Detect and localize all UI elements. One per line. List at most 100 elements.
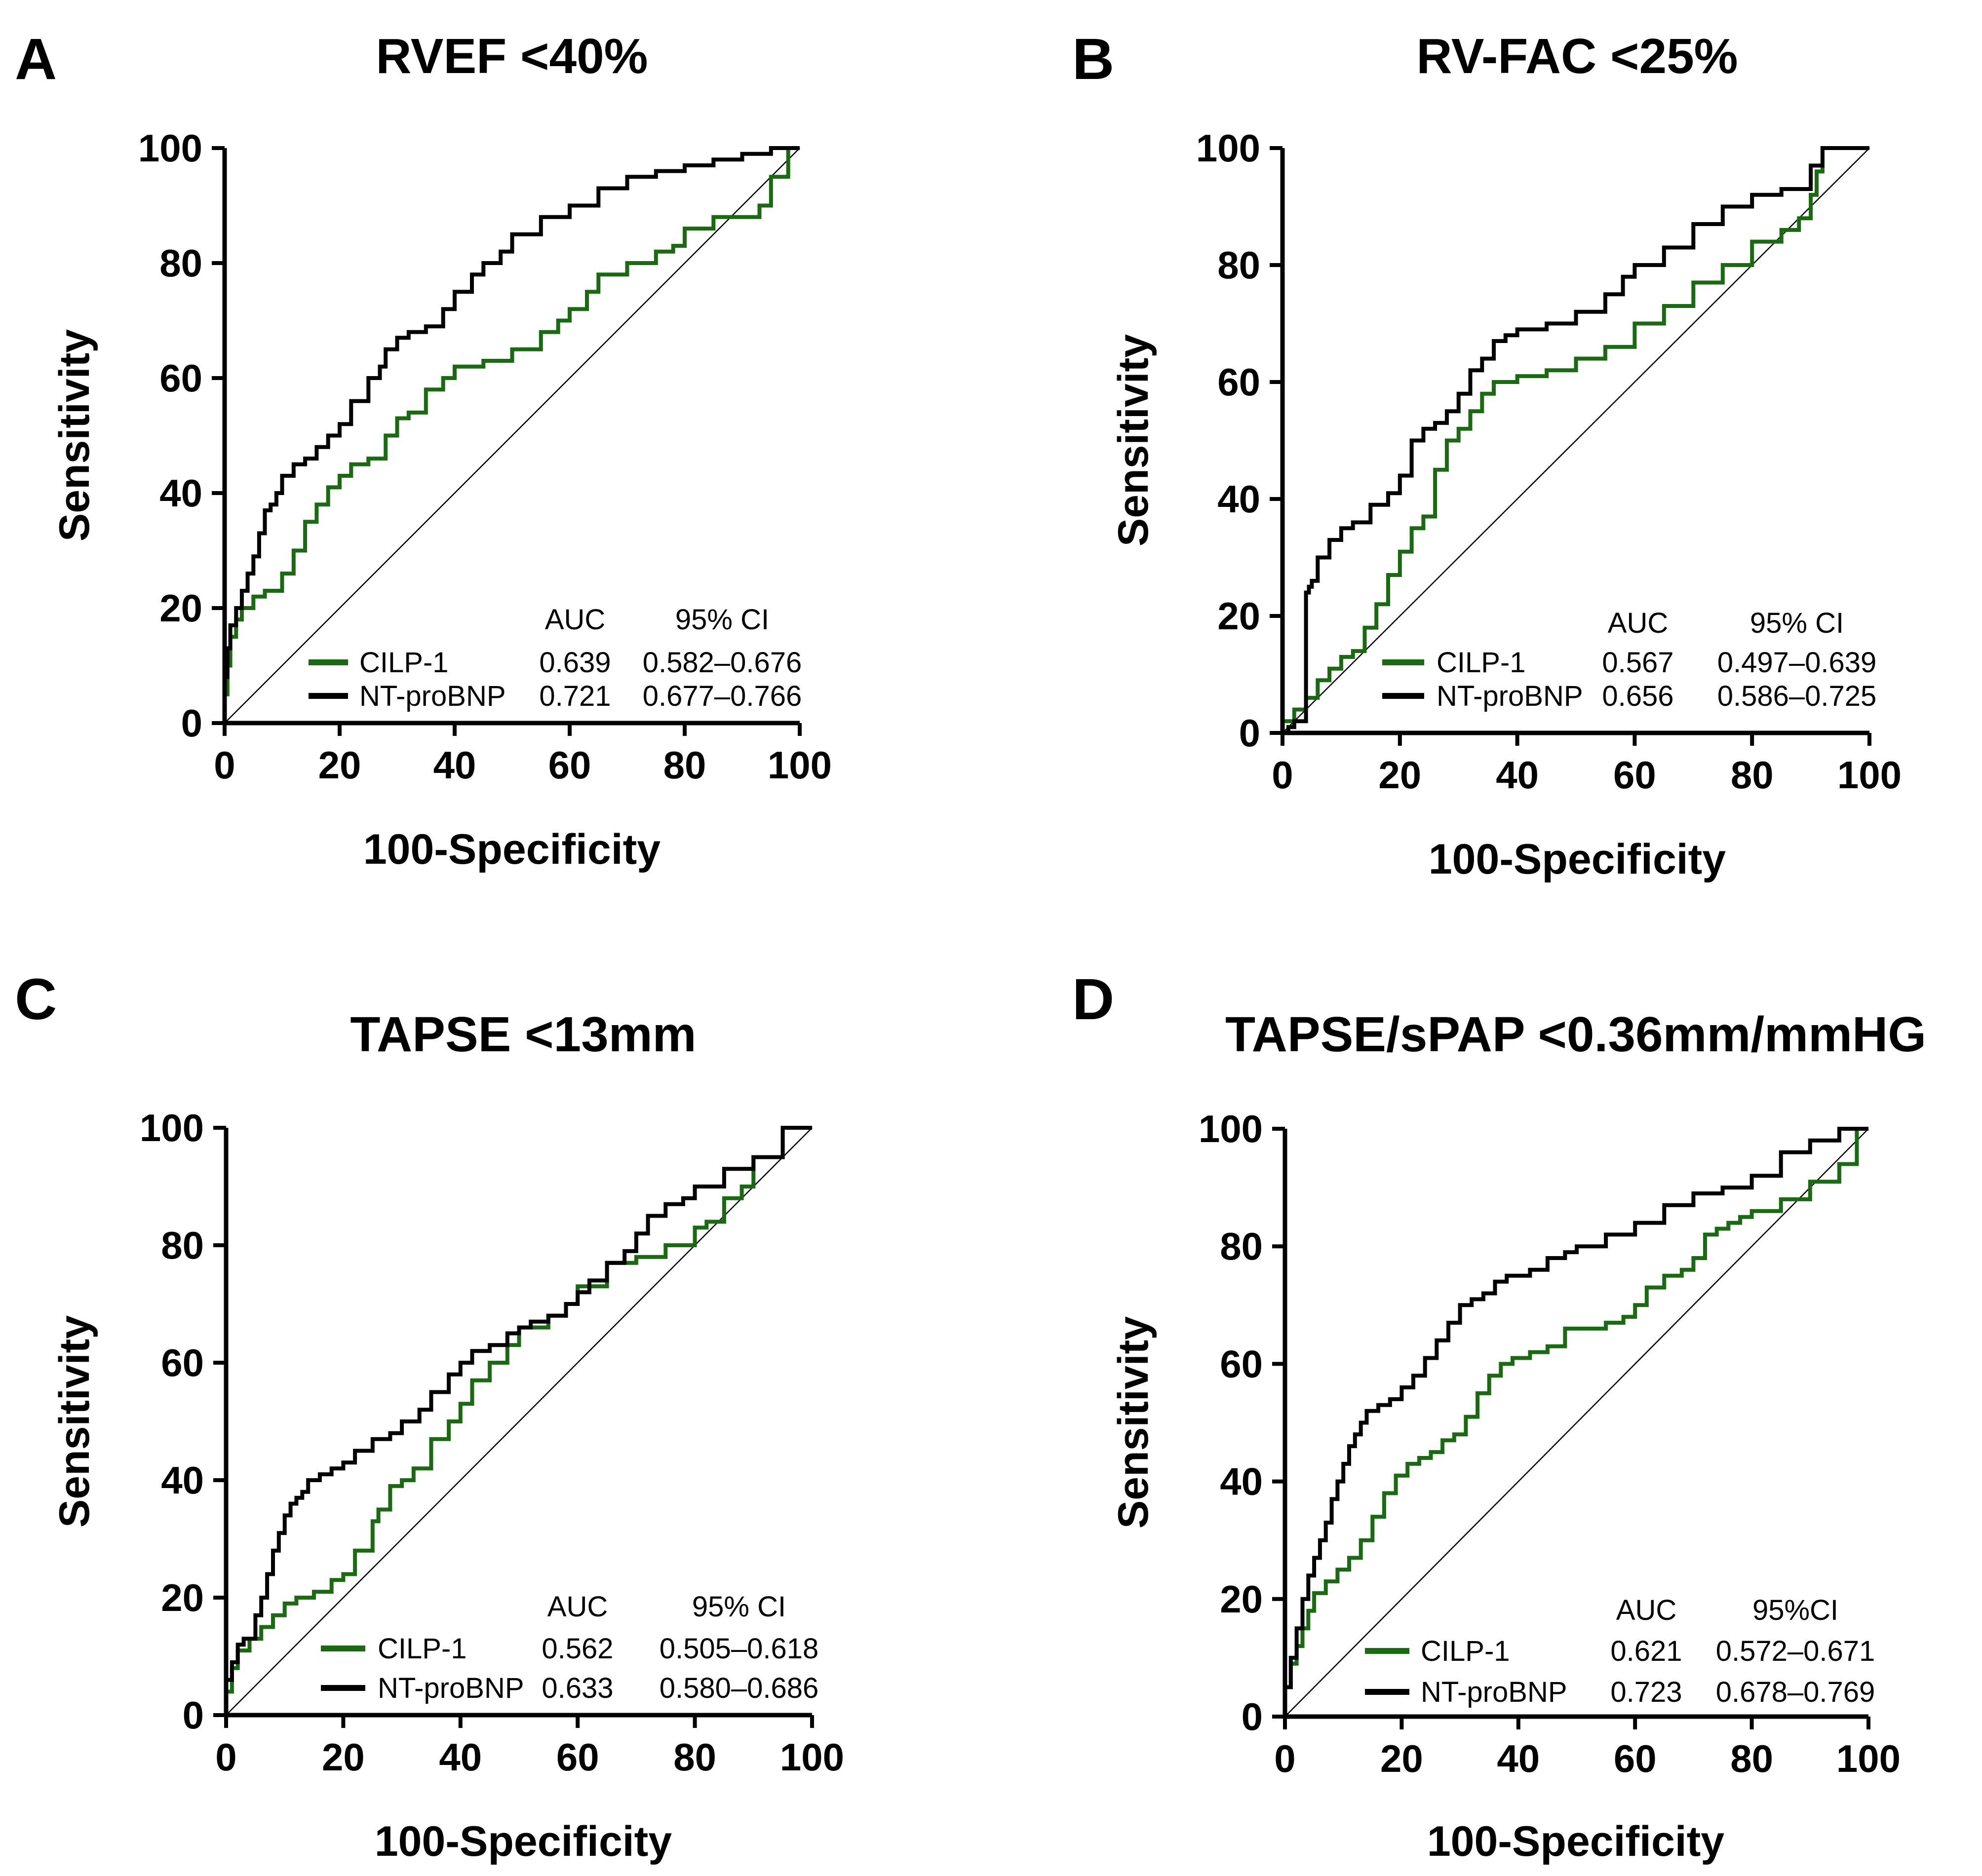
y-tick-label-c-0: 0: [183, 1693, 204, 1737]
x-tick-label-d-0: 0: [1274, 1737, 1295, 1780]
legend-header-auc-d: AUC: [1616, 1594, 1676, 1626]
y-axis-label-b: Sensitivity: [1110, 334, 1157, 546]
legend-auc-ntpro-a: 0.721: [539, 680, 611, 712]
panel-letter-a: A: [15, 27, 57, 92]
series-layer-c: [224, 1126, 812, 1715]
y-tick-label-d-3: 60: [1220, 1342, 1263, 1385]
legend-ci-ntpro-c: 0.580–0.686: [660, 1672, 819, 1704]
axes-a: [222, 148, 800, 726]
series-layer-d: [1283, 1127, 1868, 1717]
panel-letter-b: B: [1072, 27, 1114, 92]
legend-auc-cilp-c: 0.562: [542, 1633, 613, 1665]
panel-title-c: TAPSE <13mm: [350, 1007, 696, 1062]
panel-title-d: TAPSE/sPAP <0.36mm/mmHG: [1225, 1007, 1926, 1062]
y-tick-label-c-1: 20: [161, 1576, 204, 1619]
y-tick-label-b-5: 100: [1196, 126, 1260, 170]
x-axis-label-b: 100-Specificity: [1429, 836, 1726, 883]
x-tick-label-a-3: 60: [548, 743, 591, 787]
legend-auc-ntpro-c: 0.633: [542, 1672, 613, 1704]
reference-diagonal-b: [1282, 148, 1870, 733]
x-tick-label-d-1: 20: [1380, 1737, 1423, 1780]
panel-title-b: RV-FAC <25%: [1416, 29, 1738, 84]
y-tick-label-d-2: 40: [1220, 1460, 1263, 1503]
legend-name-cilp-d: CILP-1: [1421, 1635, 1510, 1667]
legend-name-ntpro-c: NT-proBNP: [378, 1672, 524, 1704]
axis-ticks-d: 0 20 40 60 80 100 0 20 40 60 80 100: [1199, 1107, 1901, 1780]
legend-b: AUC 95% CI CILP-1 0.567 0.497–0.639 NT-p…: [1382, 607, 1876, 712]
y-tick-label-a-0: 0: [181, 701, 202, 745]
y-axis-label-c: Sensitivity: [51, 1315, 98, 1528]
y-tick-label-b-0: 0: [1239, 711, 1260, 755]
x-tick-label-d-3: 60: [1614, 1737, 1657, 1780]
roc-curve-cilp-b: [1281, 146, 1869, 733]
roc-curve-cilp-d: [1283, 1127, 1868, 1717]
y-tick-label-a-3: 60: [159, 356, 202, 400]
y-tick-label-c-3: 60: [161, 1341, 204, 1384]
reference-diagonal-d: [1284, 1128, 1869, 1717]
x-tick-label-a-1: 20: [318, 743, 361, 787]
legend-name-cilp-a: CILP-1: [359, 647, 449, 679]
legend-ci-ntpro-b: 0.586–0.725: [1717, 680, 1877, 712]
axes-d: [1282, 1129, 1868, 1719]
legend-name-ntpro-b: NT-proBNP: [1437, 680, 1583, 712]
legend-auc-cilp-d: 0.621: [1610, 1635, 1682, 1667]
x-tick-label-b-2: 40: [1496, 753, 1539, 797]
legend-auc-ntpro-d: 0.723: [1610, 1676, 1682, 1708]
legend-ci-ntpro-d: 0.678–0.769: [1716, 1676, 1875, 1708]
y-tick-label-a-5: 100: [138, 126, 202, 170]
reference-diagonal-a: [224, 148, 800, 724]
legend-header-ci-c: 95% CI: [692, 1591, 786, 1623]
legend-auc-ntpro-b: 0.656: [1602, 680, 1673, 712]
panel-letter-d: D: [1072, 967, 1114, 1032]
x-tick-label-a-4: 80: [663, 743, 706, 787]
panel-letter-c: C: [15, 967, 57, 1032]
x-tick-label-c-0: 0: [215, 1735, 236, 1779]
y-tick-label-d-1: 20: [1220, 1577, 1263, 1621]
y-tick-label-d-0: 0: [1242, 1695, 1263, 1738]
x-tick-label-d-2: 40: [1497, 1737, 1540, 1780]
x-tick-label-c-4: 80: [673, 1735, 716, 1779]
x-tick-label-d-5: 100: [1836, 1737, 1901, 1780]
y-tick-label-c-5: 100: [140, 1106, 204, 1149]
y-tick-label-a-1: 20: [159, 586, 202, 630]
axis-ticks-a: 0 20 40 60 80 100 0 20 40 60 80 100: [138, 126, 832, 787]
y-tick-label-a-2: 40: [159, 471, 202, 515]
axis-ticks-c: 0 20 40 60 80 100 0 20 40 60 80 100: [140, 1106, 844, 1779]
legend-name-ntpro-a: NT-proBNP: [359, 680, 506, 712]
x-tick-label-b-1: 20: [1378, 753, 1421, 797]
legend-ci-cilp-c: 0.505–0.618: [660, 1633, 819, 1665]
legend-auc-cilp-a: 0.639: [539, 647, 611, 679]
y-tick-label-c-4: 80: [161, 1224, 204, 1267]
axes-c: [224, 1128, 812, 1718]
legend-ci-cilp-d: 0.572–0.671: [1716, 1635, 1875, 1667]
x-axis-label-d: 100-Specificity: [1427, 1818, 1724, 1865]
legend-header-ci-a: 95% CI: [675, 604, 769, 636]
y-axis-label-d: Sensitivity: [1110, 1316, 1157, 1529]
roc-curve-ntpro-a: [223, 146, 800, 723]
legend-auc-cilp-b: 0.567: [1602, 647, 1673, 679]
x-axis-label-c: 100-Specificity: [375, 1818, 672, 1865]
x-tick-label-a-2: 40: [433, 743, 476, 787]
legend-ci-cilp-b: 0.497–0.639: [1717, 647, 1877, 679]
axis-ticks-b: 0 20 40 60 80 100 0 20 40 60 80 100: [1196, 126, 1902, 797]
legend-name-ntpro-d: NT-proBNP: [1421, 1676, 1567, 1708]
legend-c: AUC 95% CI CILP-1 0.562 0.505–0.618 NT-p…: [321, 1591, 818, 1704]
panel-title-a: RVEF <40%: [376, 29, 648, 84]
x-tick-label-b-3: 60: [1613, 753, 1656, 797]
y-tick-label-c-2: 40: [161, 1458, 204, 1502]
legend-header-ci-d: 95%CI: [1752, 1594, 1838, 1626]
y-tick-label-d-5: 100: [1199, 1107, 1263, 1150]
x-tick-label-d-4: 80: [1730, 1737, 1773, 1780]
reference-diagonal-c: [226, 1127, 813, 1716]
panel-d: D TAPSE/sPAP <0.36mm/mmHG 100-Specificit…: [1072, 967, 1926, 1865]
series-layer-a: [223, 146, 800, 723]
y-tick-label-d-4: 80: [1220, 1225, 1263, 1268]
panel-b: B RV-FAC <25% 100-Specificity Sensitivit…: [1072, 27, 1902, 883]
x-tick-label-c-1: 20: [322, 1735, 365, 1779]
roc-curve-ntpro-b: [1282, 146, 1869, 735]
x-axis-label-a: 100-Specificity: [363, 826, 661, 873]
legend-ci-ntpro-a: 0.677–0.766: [643, 680, 802, 712]
y-tick-label-b-3: 60: [1217, 360, 1260, 404]
panel-c: C TAPSE <13mm 100-Specificity Sensitivit…: [15, 967, 844, 1865]
legend-a: AUC 95% CI CILP-1 0.639 0.582–0.676 NT-p…: [309, 604, 802, 712]
